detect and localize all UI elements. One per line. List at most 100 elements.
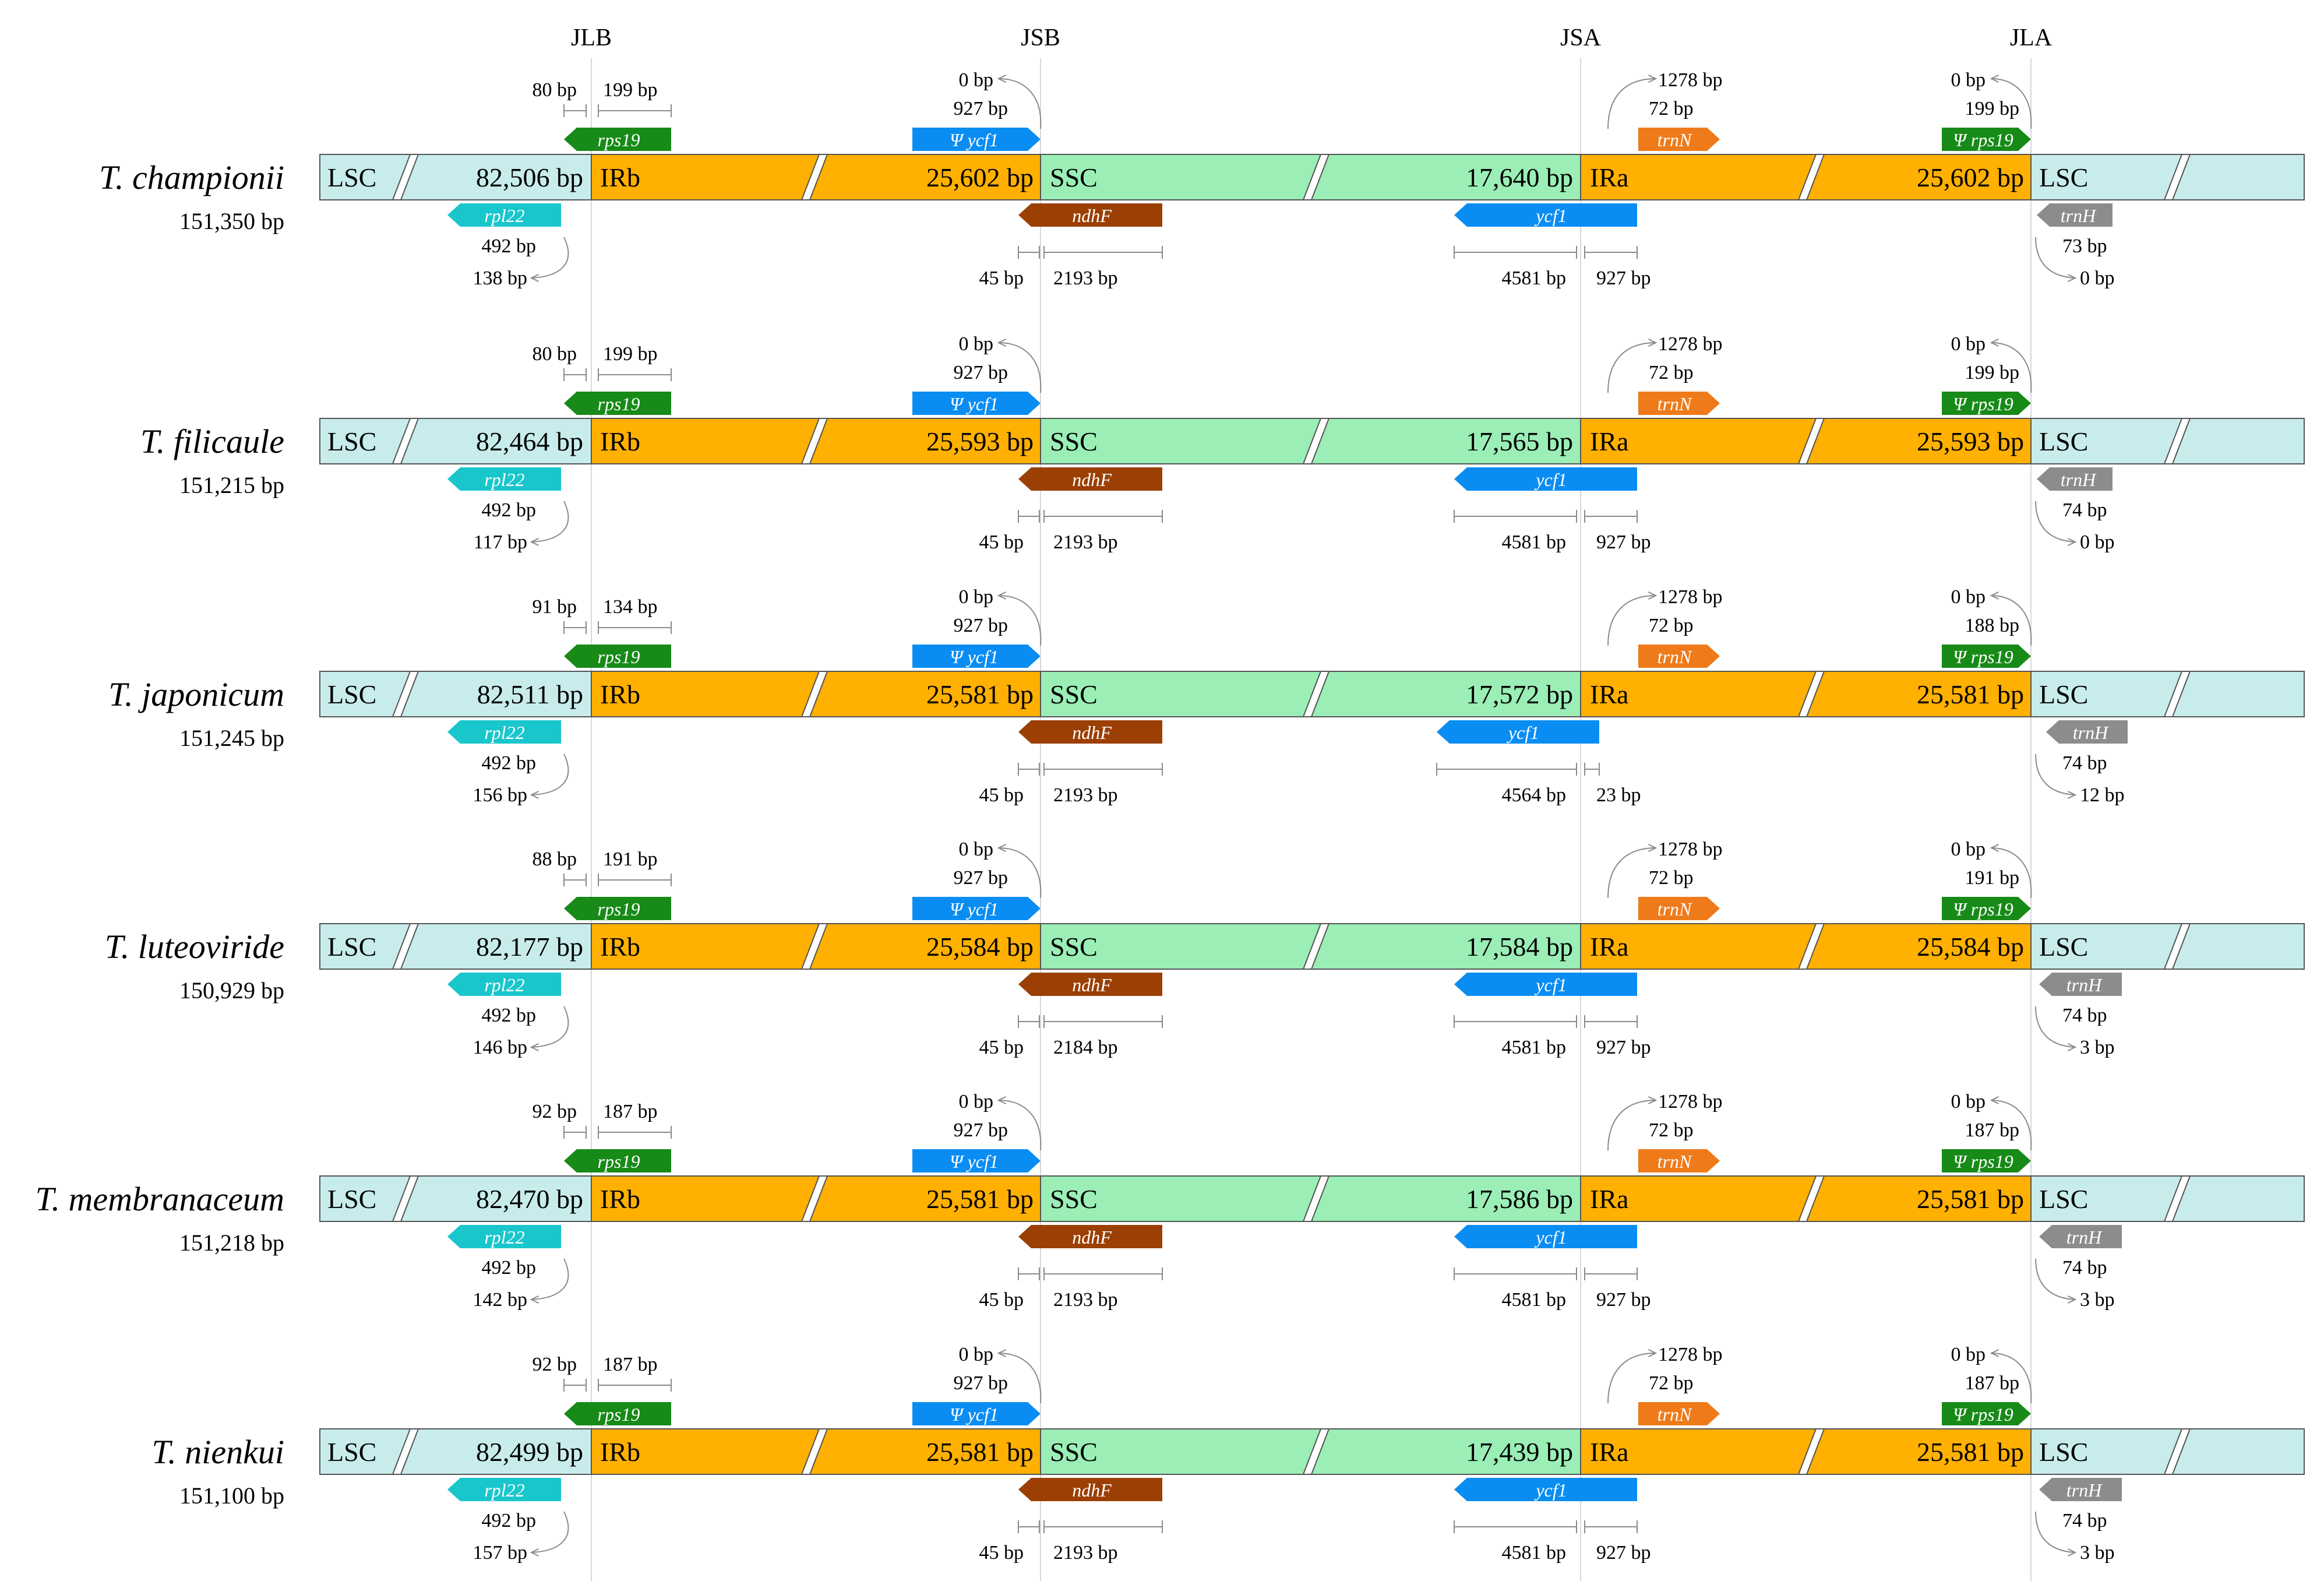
irb-length: 25,581 bp (926, 679, 1034, 709)
pointer-head (530, 274, 539, 282)
rps19-label: rps19 (598, 1404, 640, 1425)
rpl22-label: rpl22 (484, 974, 524, 995)
rpl22-gene (447, 203, 561, 227)
psi-rps19-gene (1942, 1402, 2031, 1425)
trnH-gap: 3 bp (2080, 1037, 2115, 1058)
trnH-length: 74 bp (2062, 499, 2107, 521)
curved-pointer (531, 1511, 569, 1553)
region-lsc-left (319, 1428, 592, 1475)
ycf1-label: ycf1 (1534, 205, 1567, 226)
axis-break-edge (1806, 418, 1825, 464)
junction-headers: JLB JSB JSA JLA (571, 24, 2053, 51)
axis-break-edge (1303, 418, 1321, 464)
region-label-ira: IRa (1590, 1437, 1628, 1467)
rps19-gene (564, 392, 671, 415)
axis-break (1303, 155, 1329, 199)
region-label-lsc: LSC (327, 427, 376, 456)
axis-break (393, 1429, 418, 1474)
trnH-label: trnH (2066, 1480, 2103, 1501)
curved-pointer (1607, 1100, 1656, 1151)
trnN-label: trnN (1658, 646, 1692, 667)
pointer-head (2067, 538, 2077, 546)
trnN-length: 72 bp (1649, 1372, 1694, 1394)
ycf1-ssc-overlap: 4581 bp (1502, 267, 1567, 289)
psi-ycf1-label: Ψ ycf1 (950, 899, 999, 920)
axis-break-edge (400, 671, 419, 717)
pointer-head (1990, 591, 1999, 600)
pointer-head (2067, 791, 2077, 799)
psi-rps19-gene (1942, 392, 2031, 415)
ira-length: 25,593 bp (1917, 427, 2024, 456)
trnN-gene (1638, 392, 1720, 415)
region-label-irb: IRb (600, 1184, 640, 1214)
rps19-gene (564, 128, 671, 151)
ycf1-ssc-overlap: 4581 bp (1502, 1289, 1567, 1311)
psi-ycf1-label: Ψ ycf1 (950, 646, 999, 667)
rpl22-gene (447, 1478, 561, 1501)
irb-length: 25,584 bp (926, 932, 1034, 962)
rps19-gene (564, 1149, 671, 1172)
psi-ycf1-length: 927 bp (954, 867, 1008, 889)
axis-break (1798, 672, 1824, 716)
curved-pointer (531, 1258, 569, 1300)
psi-ycf1-length: 927 bp (954, 615, 1008, 636)
pointer-head (997, 1349, 1007, 1357)
ycf1-label: ycf1 (1534, 974, 1567, 995)
rpl22-gene (447, 1225, 561, 1248)
axis-break-edge (392, 923, 411, 970)
psi-ycf1-gene (912, 645, 1041, 668)
region-lsc-left (319, 418, 592, 464)
axis-break-edge (1303, 1428, 1321, 1475)
psi-ycf1-gene (912, 897, 1041, 920)
psi-rps19-label: Ψ rps19 (1953, 1151, 2013, 1172)
psi-ycf1-gap: 0 bp (959, 333, 994, 355)
axis-break-edge (2164, 154, 2182, 200)
axis-break (2164, 419, 2190, 463)
trnN-gap: 1278 bp (1658, 839, 1723, 860)
rps19-lsc-overlap: 92 bp (532, 1354, 577, 1375)
curved-pointer (998, 342, 1042, 393)
region-label-lsc: LSC (2039, 163, 2088, 192)
ndhF-ssc-overlap: 2193 bp (1053, 1289, 1118, 1311)
pointer-head (1648, 1096, 1658, 1104)
axis-break-edge (809, 1175, 828, 1222)
region-label-ira: IRa (1590, 163, 1628, 192)
ndhF-irb-overlap: 45 bp (979, 1037, 1024, 1058)
axis-break-edge (1311, 154, 1329, 200)
axis-break (802, 924, 827, 969)
curved-pointer (2035, 753, 2076, 795)
ndhF-gene (1018, 973, 1162, 996)
curved-pointer (531, 237, 569, 279)
genome-row: T. membranaceum 151,218 bp LSC 82,470 bp IRb… (36, 1091, 2305, 1311)
axis-break-edge (2164, 1175, 2182, 1222)
region-label-lsc: LSC (327, 1437, 376, 1467)
psi-rps19-gene (1942, 645, 2031, 668)
lsc-length: 82,506 bp (476, 163, 583, 192)
axis-break (2164, 672, 2190, 716)
rpl22-gap: 142 bp (473, 1289, 528, 1311)
ndhF-irb-overlap: 45 bp (979, 1289, 1024, 1311)
pointer-head (1990, 1096, 1999, 1104)
psi-ycf1-gap: 0 bp (959, 586, 994, 608)
trnN-label: trnN (1658, 393, 1692, 414)
curved-pointer (1607, 595, 1656, 646)
ndhF-label: ndhF (1072, 974, 1112, 995)
irb-length: 25,602 bp (926, 163, 1034, 192)
ycf1-gene (1454, 1225, 1637, 1248)
psi-rps19-gene (1942, 1149, 2031, 1172)
axis-break (1798, 1177, 1824, 1221)
axis-break (802, 1429, 827, 1474)
psi-rps19-label: Ψ rps19 (1953, 899, 2013, 920)
region-label-irb: IRb (600, 163, 640, 192)
curved-pointer (1991, 342, 2032, 393)
trnN-gene (1638, 897, 1720, 920)
rps19-label: rps19 (598, 129, 640, 150)
genome-total-length: 151,245 bp (179, 725, 284, 751)
ssc-length: 17,565 bp (1466, 427, 1573, 456)
ycf1-ira-overlap: 23 bp (1596, 784, 1641, 806)
axis-break (1303, 1429, 1329, 1474)
region-label-lsc: LSC (327, 679, 376, 709)
axis-break-edge (801, 1428, 820, 1475)
axis-break-edge (801, 418, 820, 464)
psi-ycf1-label: Ψ ycf1 (950, 1404, 999, 1425)
